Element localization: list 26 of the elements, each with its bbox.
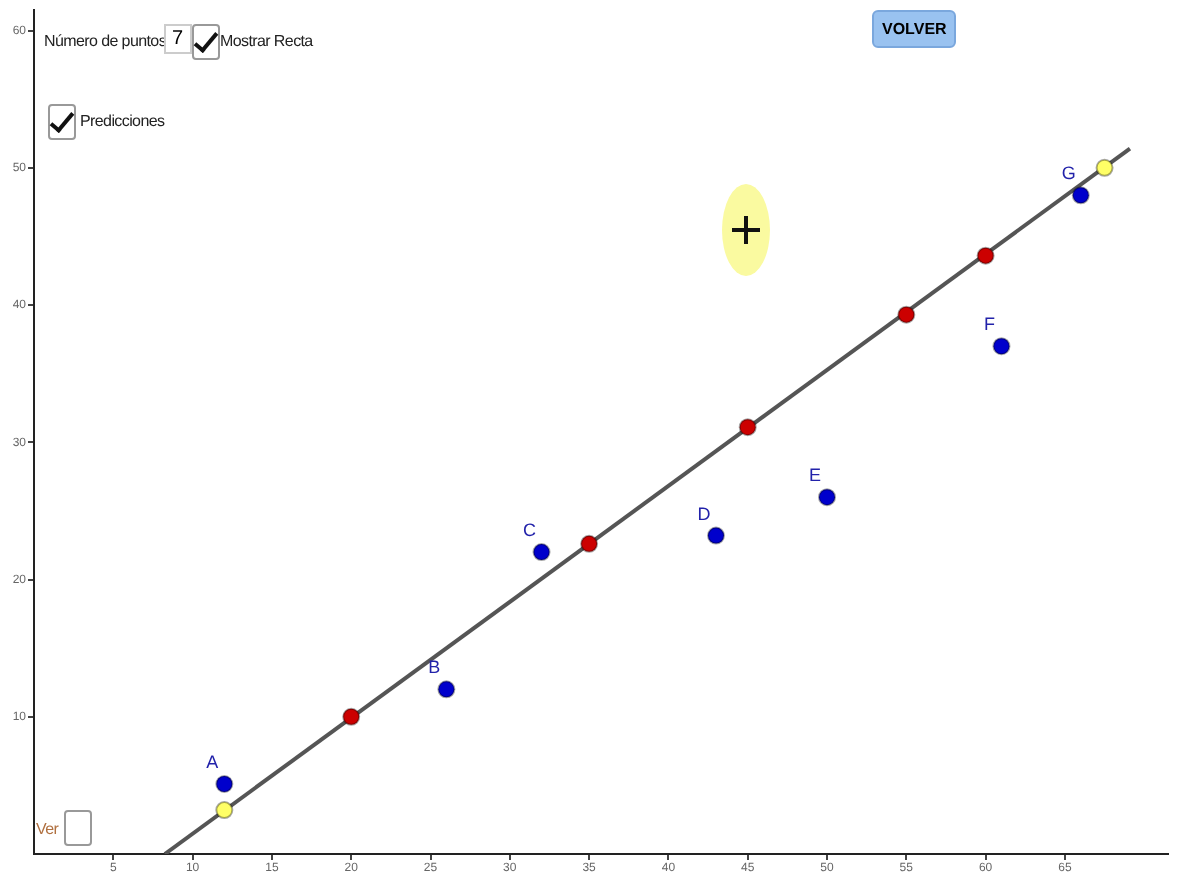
annotation: E [808, 465, 822, 486]
annotation: D [697, 503, 712, 524]
point [976, 246, 995, 265]
annotation: Predicciones [80, 112, 165, 130]
annotation: G [1061, 163, 1076, 184]
point [532, 543, 551, 562]
point [818, 488, 837, 507]
button: VOLVER [872, 10, 957, 48]
point [897, 305, 916, 324]
annotation: F [983, 314, 996, 335]
number-field: 7 [164, 24, 192, 54]
point [342, 707, 361, 726]
point [992, 337, 1011, 356]
point [437, 680, 456, 699]
annotation: B [428, 657, 441, 678]
point [1095, 158, 1114, 177]
annotation: Mostrar Recta [220, 32, 313, 50]
annotation: C [523, 520, 538, 541]
point [738, 418, 757, 437]
point [215, 775, 234, 794]
annotation: A [206, 752, 219, 773]
point [580, 534, 599, 553]
point [215, 801, 234, 820]
annotation: Ver [36, 820, 59, 838]
point [1071, 186, 1090, 205]
point [706, 526, 725, 545]
